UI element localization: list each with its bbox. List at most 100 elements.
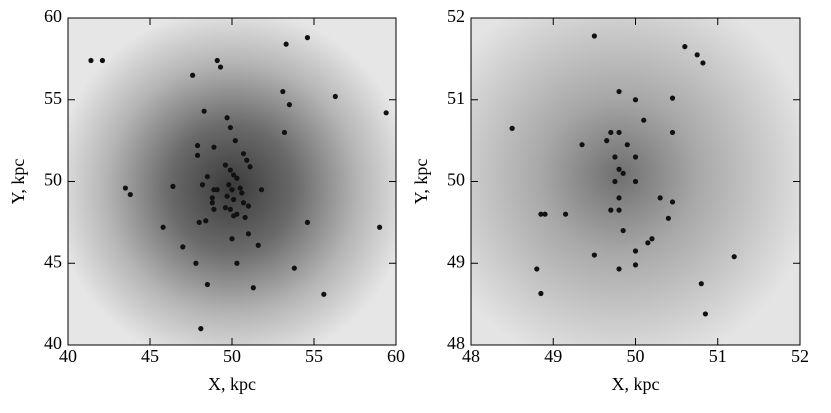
x-tick-label: 52 [791, 346, 809, 366]
point [669, 95, 676, 101]
point [657, 195, 663, 201]
point [244, 157, 250, 163]
point [214, 57, 220, 64]
point [280, 88, 286, 95]
y-tick-label: 50 [44, 170, 62, 190]
point [632, 154, 639, 160]
point [258, 187, 265, 193]
point [591, 33, 597, 39]
x-tick-label: 49 [544, 346, 562, 366]
x-tick-label: 51 [709, 346, 727, 366]
point [612, 178, 618, 185]
y-axis-label: Y, kpc [8, 159, 28, 205]
point [694, 52, 700, 58]
point [700, 60, 706, 66]
point [203, 218, 209, 224]
point [231, 196, 237, 203]
point [542, 211, 548, 217]
point [239, 190, 245, 196]
point [222, 162, 229, 168]
point [190, 72, 196, 78]
y-tick-label: 50 [447, 170, 465, 190]
point [209, 195, 215, 201]
point [194, 152, 201, 158]
point [99, 57, 106, 64]
point [199, 182, 206, 188]
point [591, 252, 597, 258]
point [227, 206, 233, 212]
point [222, 205, 229, 211]
point [616, 129, 622, 136]
point [231, 213, 237, 219]
point [224, 115, 230, 121]
point [608, 207, 614, 213]
x-axis-label: X, kpc [612, 374, 660, 394]
point [377, 224, 383, 230]
point [224, 193, 230, 199]
point [127, 191, 133, 198]
point [226, 182, 232, 188]
point [180, 244, 186, 250]
point [304, 219, 311, 225]
y-tick-label: 60 [44, 6, 62, 26]
point [281, 129, 288, 136]
point [632, 97, 639, 103]
point [669, 129, 676, 136]
point [321, 291, 327, 297]
point [240, 151, 247, 157]
point [211, 206, 217, 212]
point [509, 125, 515, 131]
point [698, 281, 704, 287]
point [170, 183, 176, 190]
point [229, 187, 235, 193]
point [201, 108, 207, 114]
x-tick-label: 48 [462, 346, 480, 366]
y-tick-label: 52 [447, 6, 465, 26]
point [616, 166, 622, 172]
y-tick-label: 48 [447, 333, 465, 353]
point [731, 254, 737, 260]
point [227, 167, 233, 173]
x-tick-label: 50 [627, 346, 645, 366]
point [624, 142, 630, 148]
point [240, 200, 247, 206]
point [538, 211, 544, 217]
point [211, 144, 217, 150]
x-axis-label: X, kpc [208, 374, 256, 394]
point [245, 203, 251, 209]
point [255, 242, 261, 248]
point [616, 195, 622, 201]
point [204, 173, 210, 180]
point [665, 215, 672, 221]
y-tick-label: 49 [447, 251, 465, 271]
point [534, 266, 540, 272]
point [209, 200, 215, 206]
point [193, 260, 199, 266]
point [231, 172, 237, 178]
point [88, 57, 94, 64]
point [383, 110, 389, 116]
point [616, 266, 622, 272]
point [562, 211, 569, 217]
point [234, 175, 240, 181]
point [247, 164, 253, 170]
point [229, 236, 235, 242]
point [198, 326, 204, 332]
point [620, 227, 626, 234]
point [304, 35, 311, 41]
point [632, 248, 639, 254]
point [616, 88, 622, 95]
point [669, 199, 676, 205]
point [286, 102, 292, 108]
point [242, 214, 248, 221]
point [204, 281, 210, 288]
point [649, 236, 655, 242]
point [194, 142, 201, 149]
y-tick-label: 45 [44, 251, 62, 271]
point [245, 231, 251, 237]
point [579, 142, 585, 148]
point [227, 124, 233, 131]
point [645, 240, 651, 246]
x-tick-label: 55 [305, 346, 323, 366]
